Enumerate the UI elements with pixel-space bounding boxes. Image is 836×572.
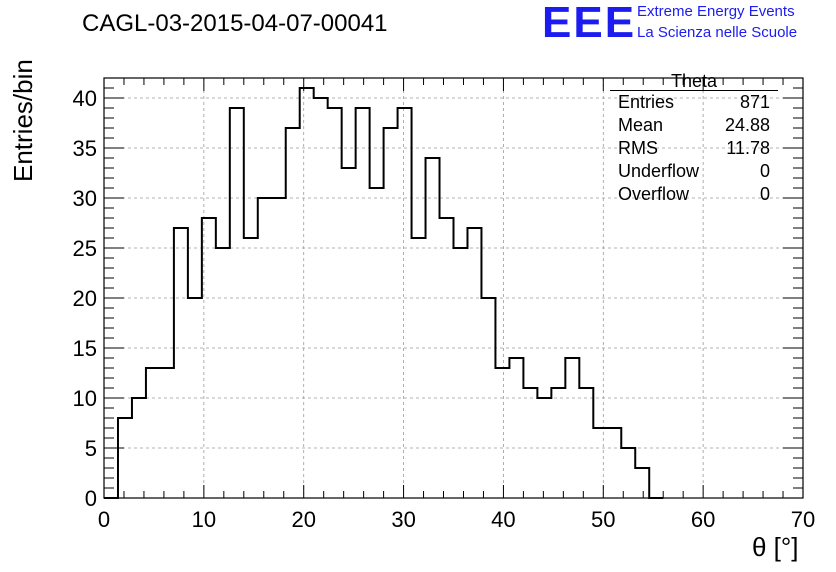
x-tick-label: 0 <box>98 507 110 532</box>
stats-row-rms: RMS 11.78 <box>610 137 778 160</box>
y-tick-label: 15 <box>73 336 97 361</box>
histogram-bin <box>272 198 286 498</box>
histogram-bin <box>523 388 537 498</box>
stats-value: 0 <box>759 161 770 181</box>
histogram-bin <box>258 198 272 498</box>
stats-row-mean: Mean 24.88 <box>610 114 778 137</box>
stats-row-overflow: Overflow 0 <box>610 183 778 206</box>
histogram-bin <box>356 108 370 498</box>
histogram-bin <box>146 368 160 498</box>
y-tick-labels: 0 5 10 15 20 25 30 35 40 <box>73 86 97 511</box>
y-axis-label: Entries/bin <box>8 59 38 182</box>
histogram-bin <box>202 218 216 498</box>
histogram-bin <box>621 448 635 498</box>
histogram-bin <box>495 368 509 498</box>
y-tick-label: 35 <box>73 136 97 161</box>
histogram-bin <box>579 388 593 498</box>
logo-text-line1: Extreme Energy Events <box>637 3 795 20</box>
histogram-bin <box>370 188 384 498</box>
histogram-bin <box>509 358 523 498</box>
stats-row-underflow: Underflow 0 <box>610 160 778 183</box>
histogram-bin <box>565 358 579 498</box>
y-tick-label: 40 <box>73 86 97 111</box>
histogram-bin <box>454 248 468 498</box>
stats-label: Mean <box>618 115 664 135</box>
stats-value: 24.88 <box>724 115 770 135</box>
x-tick-label: 30 <box>391 507 415 532</box>
histogram-bin <box>398 108 412 498</box>
x-tick-label: 50 <box>591 507 615 532</box>
histogram-bin <box>244 238 258 498</box>
histogram-bin <box>328 108 342 498</box>
stats-label: Overflow <box>618 184 690 204</box>
x-tick-label: 10 <box>192 507 216 532</box>
stats-label: Underflow <box>618 161 700 181</box>
histogram-bin <box>188 298 202 498</box>
histogram-series <box>104 87 664 499</box>
x-tick-label: 40 <box>491 507 515 532</box>
histogram-bin <box>593 428 607 498</box>
histogram-bin <box>174 228 188 498</box>
histogram-bin <box>342 168 356 498</box>
histogram-bin <box>132 398 146 498</box>
histogram-bin <box>384 128 398 498</box>
stats-row-entries: Entries 871 <box>610 91 778 114</box>
axis-ticks <box>103 77 804 499</box>
eee-logo: EEE <box>542 0 637 47</box>
x-tick-label: 60 <box>691 507 715 532</box>
histogram-bin <box>118 418 132 498</box>
histogram-bin <box>412 238 426 498</box>
histogram-bin <box>286 128 300 498</box>
y-tick-label: 25 <box>73 236 97 261</box>
stats-label: RMS <box>618 138 658 158</box>
x-tick-label: 20 <box>291 507 315 532</box>
stats-value: 0 <box>759 184 770 204</box>
x-tick-label: 70 <box>791 507 815 532</box>
histogram-bin <box>314 98 328 498</box>
histogram-bin <box>440 218 454 498</box>
histogram-bin <box>426 158 440 498</box>
histogram-bin <box>551 388 565 498</box>
stats-value: 11.78 <box>726 138 770 158</box>
histogram-bin <box>607 428 621 498</box>
histogram-bin <box>216 248 230 498</box>
histogram-bin <box>481 298 495 498</box>
stats-label: Entries <box>618 92 675 112</box>
y-tick-label: 20 <box>73 286 97 311</box>
logo-text-line2: La Scienza nelle Scuole <box>637 24 798 41</box>
y-tick-label: 5 <box>85 436 97 461</box>
stats-box: Theta Entries 871 Mean 24.88 RMS 11.78 U… <box>610 72 778 206</box>
histogram-bin <box>160 368 174 498</box>
y-tick-label: 0 <box>85 486 97 511</box>
histogram-bin <box>467 228 481 498</box>
histogram-bin <box>635 468 649 498</box>
x-axis-label: θ [°] <box>752 532 799 562</box>
stats-value: 871 <box>739 92 770 112</box>
histogram-bin <box>537 398 551 498</box>
chart-title: CAGL-03-2015-04-07-00041 <box>82 10 388 37</box>
stats-title: Theta <box>610 72 778 91</box>
histogram-outline <box>104 87 664 499</box>
y-tick-label: 10 <box>73 386 97 411</box>
x-tick-labels: 0 10 20 30 40 50 60 70 <box>98 507 815 532</box>
histogram-bin <box>300 88 314 498</box>
y-tick-label: 30 <box>73 186 97 211</box>
histogram-bin <box>230 108 244 498</box>
